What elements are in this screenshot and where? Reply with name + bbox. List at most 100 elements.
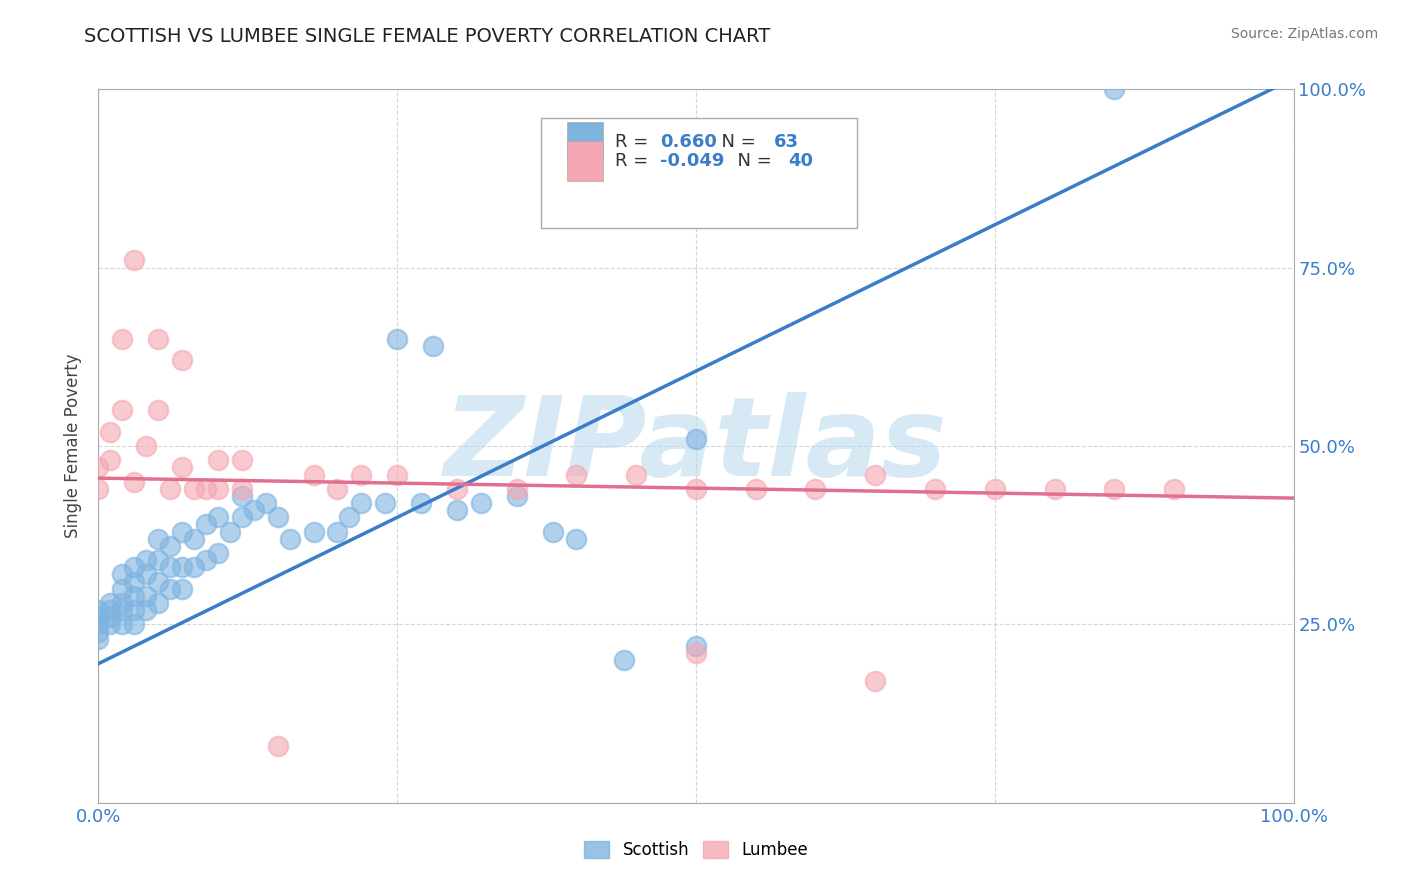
- Text: 0.660: 0.660: [661, 133, 717, 151]
- FancyBboxPatch shape: [567, 141, 603, 180]
- Point: [124, 475, 146, 489]
- Point: [207, 453, 229, 467]
- Point: [339, 510, 361, 524]
- Point: [148, 574, 170, 589]
- Point: [98, 596, 122, 610]
- Point: [172, 524, 194, 539]
- Point: [98, 453, 122, 467]
- Point: [385, 332, 409, 346]
- Point: [565, 467, 588, 482]
- Point: [350, 467, 373, 482]
- Point: [111, 567, 134, 582]
- Text: -0.049: -0.049: [661, 152, 724, 170]
- Point: [924, 482, 946, 496]
- Point: [541, 524, 564, 539]
- Point: [685, 432, 707, 446]
- Point: [195, 517, 218, 532]
- Point: [172, 460, 194, 475]
- Point: [148, 532, 170, 546]
- Point: [207, 510, 229, 524]
- Point: [124, 603, 146, 617]
- Point: [111, 603, 134, 617]
- Point: [87, 460, 110, 475]
- Text: Source: ZipAtlas.com: Source: ZipAtlas.com: [1230, 27, 1378, 41]
- Point: [326, 482, 349, 496]
- Point: [385, 467, 409, 482]
- FancyBboxPatch shape: [567, 122, 603, 161]
- Point: [267, 510, 290, 524]
- Point: [231, 510, 253, 524]
- Point: [626, 467, 648, 482]
- Point: [159, 539, 181, 553]
- Point: [685, 482, 707, 496]
- Point: [87, 610, 110, 624]
- Point: [98, 617, 122, 632]
- Point: [1043, 482, 1066, 496]
- Point: [422, 339, 444, 353]
- Point: [98, 610, 122, 624]
- Point: [148, 403, 170, 417]
- Point: [148, 332, 170, 346]
- Point: [984, 482, 1007, 496]
- Point: [195, 553, 218, 567]
- Point: [350, 496, 373, 510]
- Point: [98, 425, 122, 439]
- Point: [1163, 482, 1185, 496]
- Point: [804, 482, 827, 496]
- Point: [159, 582, 181, 596]
- Point: [98, 603, 122, 617]
- Point: [865, 467, 887, 482]
- Point: [148, 596, 170, 610]
- Point: [278, 532, 301, 546]
- Point: [613, 653, 636, 667]
- FancyBboxPatch shape: [541, 118, 858, 228]
- Point: [195, 482, 218, 496]
- Point: [172, 582, 194, 596]
- Y-axis label: Single Female Poverty: Single Female Poverty: [65, 354, 83, 538]
- Point: [87, 482, 110, 496]
- Point: [111, 403, 134, 417]
- Point: [865, 674, 887, 689]
- Point: [135, 439, 157, 453]
- Text: SCOTTISH VS LUMBEE SINGLE FEMALE POVERTY CORRELATION CHART: SCOTTISH VS LUMBEE SINGLE FEMALE POVERTY…: [84, 27, 770, 45]
- Point: [302, 524, 325, 539]
- Point: [111, 332, 134, 346]
- Point: [243, 503, 266, 517]
- Point: [124, 560, 146, 574]
- Text: R =: R =: [614, 152, 654, 170]
- Point: [124, 617, 146, 632]
- Point: [685, 639, 707, 653]
- Point: [111, 582, 134, 596]
- Point: [685, 646, 707, 660]
- Point: [124, 589, 146, 603]
- Point: [207, 482, 229, 496]
- Point: [87, 617, 110, 632]
- Point: [124, 574, 146, 589]
- Point: [183, 560, 205, 574]
- Point: [135, 589, 157, 603]
- Point: [231, 453, 253, 467]
- Point: [124, 253, 146, 268]
- Point: [374, 496, 396, 510]
- Point: [172, 560, 194, 574]
- Point: [159, 560, 181, 574]
- Point: [565, 532, 588, 546]
- Point: [506, 489, 529, 503]
- Point: [135, 567, 157, 582]
- Text: N =: N =: [710, 133, 762, 151]
- Point: [1104, 482, 1126, 496]
- Point: [148, 553, 170, 567]
- Point: [111, 596, 134, 610]
- Point: [87, 624, 110, 639]
- Text: 40: 40: [787, 152, 813, 170]
- Legend: Scottish, Lumbee: Scottish, Lumbee: [578, 834, 814, 866]
- Point: [111, 617, 134, 632]
- Point: [207, 546, 229, 560]
- Point: [231, 489, 253, 503]
- Point: [326, 524, 349, 539]
- Point: [231, 482, 253, 496]
- Point: [411, 496, 433, 510]
- Point: [1104, 82, 1126, 96]
- Text: N =: N =: [725, 152, 778, 170]
- Point: [267, 739, 290, 753]
